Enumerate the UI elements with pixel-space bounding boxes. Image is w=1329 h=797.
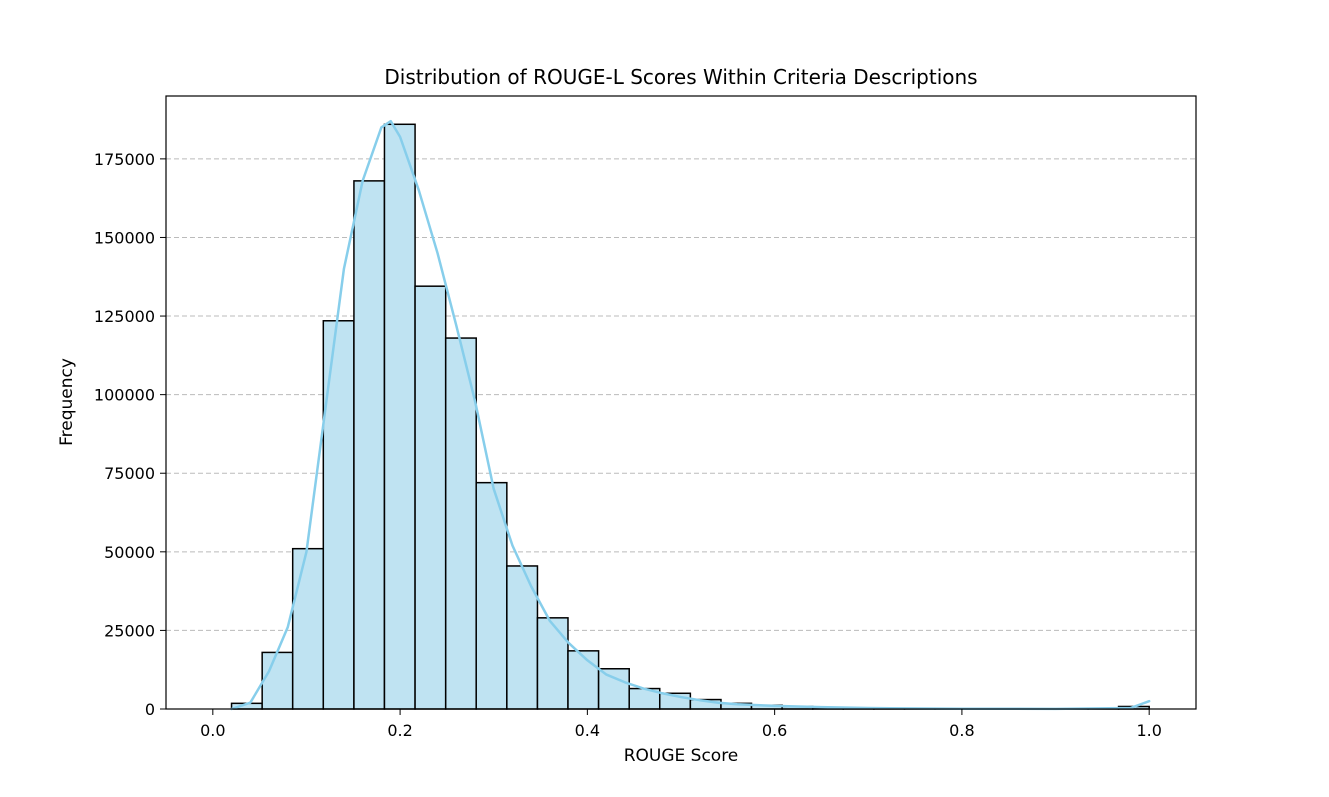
- chart-title: Distribution of ROUGE-L Scores Within Cr…: [384, 65, 977, 89]
- histogram-bar: [322, 320, 355, 710]
- histogram-bar: [597, 668, 630, 710]
- y-tick-label: 50000: [104, 543, 155, 562]
- histogram-bar: [414, 285, 447, 710]
- y-tick-label: 100000: [94, 386, 155, 405]
- x-tick-label: 0.2: [387, 721, 412, 740]
- y-tick-label: 25000: [104, 621, 155, 640]
- x-axis-label: ROUGE Score: [624, 746, 739, 766]
- y-tick-label: 125000: [94, 307, 155, 326]
- y-tick-label: 150000: [94, 228, 155, 247]
- x-tick-label: 0.4: [575, 721, 600, 740]
- histogram-bar: [444, 337, 477, 710]
- histogram-bar: [291, 547, 325, 710]
- y-axis-label: Frequency: [57, 358, 77, 446]
- histogram-bar: [353, 180, 386, 710]
- y-tick-label: 75000: [104, 464, 155, 483]
- x-tick-label: 0.8: [949, 721, 974, 740]
- x-axis-ticks: 0.0 0.2 0.4 0.6 0.8 1.0: [200, 709, 1162, 740]
- y-tick-label: 0: [145, 700, 155, 719]
- y-axis-ticks: 0 25000 50000 75000 100000 125000 150000 175000: [94, 150, 166, 719]
- kde-curve: [230, 119, 1151, 711]
- histogram-bars: [230, 123, 1150, 710]
- x-tick-label: 0.0: [200, 721, 225, 740]
- plot-frame: [165, 95, 1197, 710]
- histogram-bar: [567, 650, 600, 710]
- histogram-bar: [261, 651, 294, 710]
- histogram-bar: [536, 617, 569, 710]
- y-tick-label: 175000: [94, 150, 155, 169]
- x-tick-label: 0.6: [762, 721, 787, 740]
- x-tick-label: 1.0: [1136, 721, 1161, 740]
- histogram-bar: [383, 123, 416, 710]
